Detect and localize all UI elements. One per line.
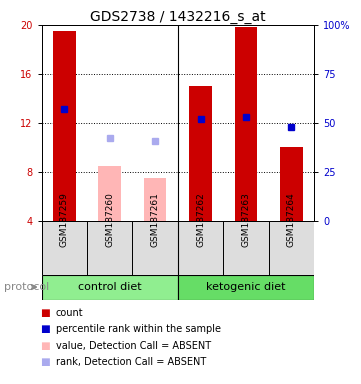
Text: ■: ■ <box>40 341 49 351</box>
Text: ■: ■ <box>40 324 49 334</box>
Title: GDS2738 / 1432216_s_at: GDS2738 / 1432216_s_at <box>90 10 266 24</box>
Text: rank, Detection Call = ABSENT: rank, Detection Call = ABSENT <box>56 358 206 367</box>
Text: GSM187261: GSM187261 <box>151 192 160 247</box>
Bar <box>189 86 212 221</box>
Bar <box>53 31 75 221</box>
Text: GSM187262: GSM187262 <box>196 192 205 247</box>
Bar <box>144 178 166 221</box>
Text: control diet: control diet <box>78 282 142 292</box>
Text: ketogenic diet: ketogenic diet <box>206 282 286 292</box>
Bar <box>87 221 132 275</box>
Text: count: count <box>56 308 84 318</box>
Bar <box>132 221 178 275</box>
Bar <box>42 221 87 275</box>
Bar <box>178 275 314 300</box>
Text: value, Detection Call = ABSENT: value, Detection Call = ABSENT <box>56 341 211 351</box>
Text: GSM187260: GSM187260 <box>105 192 114 247</box>
Text: percentile rank within the sample: percentile rank within the sample <box>56 324 221 334</box>
Bar <box>223 221 269 275</box>
Text: protocol: protocol <box>4 282 49 292</box>
Bar <box>178 221 223 275</box>
Text: GSM187264: GSM187264 <box>287 192 296 247</box>
Text: ■: ■ <box>40 358 49 367</box>
Text: GSM187259: GSM187259 <box>60 192 69 247</box>
Text: GSM187263: GSM187263 <box>242 192 251 247</box>
Bar <box>98 166 121 221</box>
Text: ■: ■ <box>40 308 49 318</box>
Bar <box>280 147 303 221</box>
Bar <box>42 275 178 300</box>
Bar <box>235 27 257 221</box>
Bar <box>269 221 314 275</box>
